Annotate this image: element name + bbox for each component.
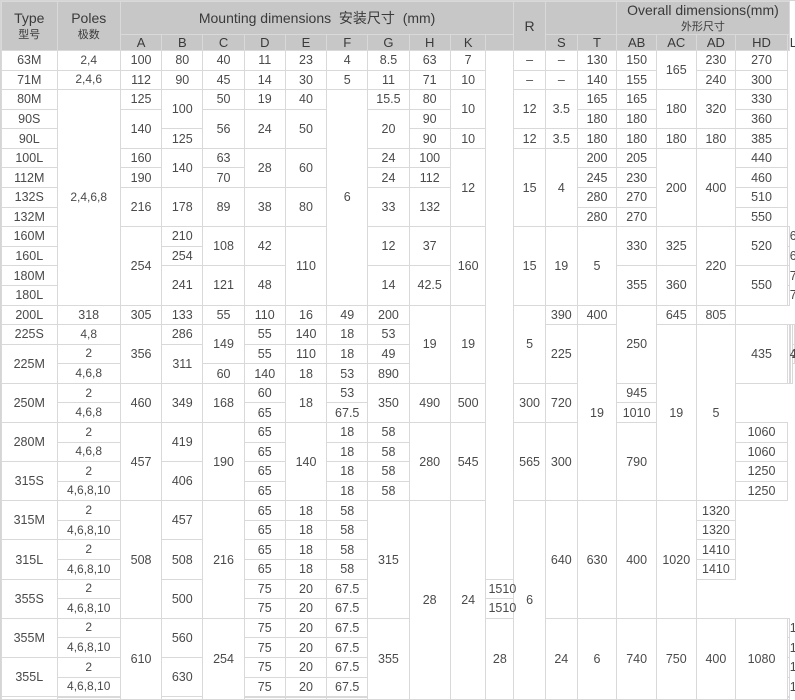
col-header-poles: Poles 极数 [57, 2, 120, 51]
table-row: 80M 2,4,6,8 125 100 50 19 40 6 15.5 80 1… [2, 90, 795, 110]
table-row: 100L 160 140 63 28 60 24 100 12 15 4 200… [2, 148, 795, 168]
col-header-overall: Overall dimensions(mm) 外形尺寸 [617, 2, 789, 35]
col-sub-e: E [285, 35, 326, 51]
col-sub-ad: AD [696, 35, 736, 51]
col-header-st-blank [545, 2, 616, 35]
table-row: 160M 254 210 108 42 110 12 37 160 15 19 … [2, 227, 795, 247]
col-sub-f: F [327, 35, 368, 51]
col-sub-ac: AC [656, 35, 696, 51]
col-sub-d: D [244, 35, 285, 51]
col-sub-hd: HD [736, 35, 788, 51]
col-sub-c: C [203, 35, 244, 51]
motor-dimensions-table: Type 型号 Poles 极数 Mounting dimensions 安装尺… [1, 1, 795, 700]
table-row: 315M 2 508 457 216 65 18 58 315 28 24 6 … [2, 501, 795, 521]
dimension-table: Type 型号 Poles 极数 Mounting dimensions 安装尺… [0, 0, 795, 700]
col-sub-ab: AB [617, 35, 657, 51]
table-row: 200L 318 305 133 55 110 16 49 200 19 19 … [2, 305, 795, 325]
col-header-type: Type 型号 [2, 2, 58, 51]
table-row: 225S 4,8 356 286 149 55 140 18 53 225 19… [2, 325, 795, 345]
col-sub-b: B [162, 35, 203, 51]
col-sub-t: T [577, 35, 617, 51]
col-header-r: R [514, 2, 546, 51]
col-header-mounting: Mounting dimensions 安装尺寸 (mm) [120, 2, 513, 35]
table-row: 355M 2 610 560 254 75 20 67.5 355 28 24 … [2, 618, 795, 638]
col-sub-k: K [450, 35, 486, 51]
col-sub-g: G [368, 35, 409, 51]
table-row: 63M 2,4 100 80 40 11 23 4 8.5 63 7 – – 1… [2, 51, 795, 71]
col-sub-l: L [787, 35, 789, 51]
col-sub-r2 [486, 35, 514, 51]
col-sub-s: S [545, 35, 577, 51]
col-sub-h: H [409, 35, 450, 51]
col-sub-a: A [120, 35, 161, 51]
